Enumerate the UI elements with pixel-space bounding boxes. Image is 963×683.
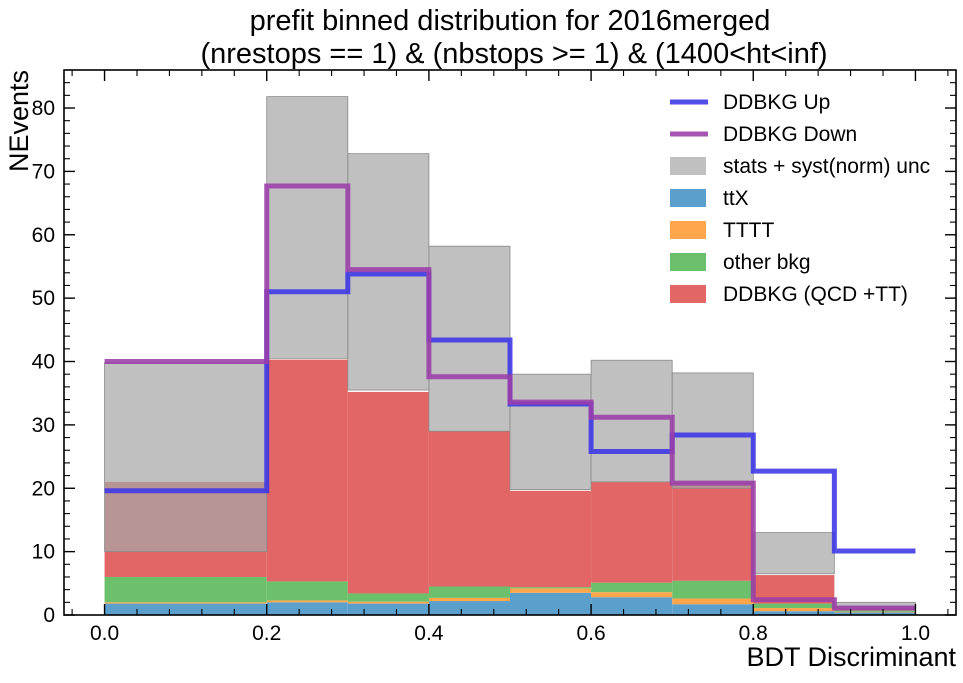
x-tick-label-5: 1.0 — [901, 622, 930, 645]
legend-handle-ttx — [670, 189, 706, 207]
uncertainty-band-bin-7 — [752, 532, 835, 575]
legend-label-ddbkg-qcd-tt: DDBKG (QCD +TT) — [723, 283, 908, 306]
bar-tttt-bin-8 — [834, 611, 916, 613]
x-tick-label-3: 0.6 — [576, 622, 605, 645]
bar-other-bkg-bin-0 — [104, 576, 267, 603]
y-tick-label-3: 30 — [32, 414, 55, 437]
bar-tttt-bin-5 — [591, 592, 673, 598]
bar-ttx-bin-0 — [104, 603, 267, 615]
x-axis-label: BDT Discriminant — [746, 642, 956, 672]
bar-tttt-bin-6 — [672, 598, 754, 605]
bar-ddbkg-qcd-tt--bin-1 — [266, 359, 348, 582]
bar-ddbkg-qcd-tt--bin-4 — [510, 490, 592, 588]
uncertainty-band-bin-5 — [590, 359, 673, 483]
y-tick-label-5: 50 — [32, 287, 55, 310]
bar-ddbkg-qcd-tt--bin-5 — [591, 481, 673, 583]
y-tick-label-8: 80 — [32, 97, 55, 120]
bar-other-bkg-bin-7 — [753, 603, 835, 609]
bar-ttx-bin-5 — [591, 597, 673, 615]
legend-label-ttx: ttX — [723, 187, 749, 210]
legend-label-tttt: TTTT — [723, 219, 774, 242]
bar-other-bkg-bin-1 — [266, 581, 348, 601]
x-tick-label-0: 0.0 — [90, 622, 119, 645]
legend-handle-ddbkg-qcd-tt — [670, 285, 706, 303]
legend-handle-stats-syst-norm-unc — [670, 157, 706, 175]
x-tick-label-2: 0.4 — [414, 622, 444, 645]
bar-ttx-bin-7 — [753, 611, 835, 615]
bar-ttx-bin-2 — [347, 603, 429, 615]
chart-title-line-2: (nrestops == 1) & (nbstops >= 1) & (1400… — [200, 38, 827, 70]
legend-label-ddbkg-up: DDBKG Up — [723, 91, 830, 114]
bar-ttx-bin-3 — [428, 601, 510, 615]
uncertainty-band-bin-0 — [104, 362, 268, 553]
legend-label-ddbkg-down: DDBKG Down — [723, 123, 857, 146]
bar-tttt-bin-3 — [428, 597, 510, 602]
uncertainty-band-bin-4 — [509, 373, 592, 490]
y-tick-label-0: 0 — [43, 604, 55, 627]
bar-ttx-bin-4 — [510, 592, 592, 615]
bar-other-bkg-bin-2 — [347, 593, 429, 602]
bar-other-bkg-bin-8 — [834, 610, 916, 612]
plot-frame — [63, 69, 957, 616]
bar-ddbkg-qcd-tt--bin-3 — [428, 431, 510, 587]
bar-ddbkg-qcd-tt--bin-2 — [347, 391, 429, 594]
y-axis-label: NEvents — [4, 70, 34, 172]
legend-handle-tttt — [670, 221, 706, 239]
bar-other-bkg-bin-6 — [672, 580, 754, 599]
bar-other-bkg-bin-3 — [428, 586, 510, 598]
uncertainty-band-bin-1 — [266, 96, 349, 359]
y-tick-label-7: 70 — [32, 160, 55, 183]
bar-ttx-bin-1 — [266, 602, 348, 615]
plot-area — [104, 96, 916, 615]
y-tick-label-4: 40 — [32, 351, 55, 374]
bar-ttx-bin-6 — [672, 604, 754, 615]
legend-label-stats-syst-norm-unc: stats + syst(norm) unc — [723, 155, 930, 178]
bar-tttt-bin-1 — [266, 600, 348, 603]
y-tick-label-6: 60 — [32, 224, 55, 247]
bar-other-bkg-bin-4 — [510, 587, 592, 589]
y-tick-label-1: 10 — [32, 541, 55, 564]
legend-label-other-bkg: other bkg — [723, 251, 811, 274]
bar-other-bkg-bin-5 — [591, 582, 673, 593]
series-line-ddbkg-down — [104, 183, 916, 611]
legend-handle-other-bkg — [670, 253, 706, 271]
chart-title-line-1: prefit binned distribution for 2016merge… — [250, 5, 771, 37]
bar-ttx-bin-8 — [834, 612, 916, 615]
x-tick-label-4: 0.8 — [739, 622, 768, 645]
bar-tttt-bin-2 — [347, 601, 429, 604]
bar-tttt-bin-4 — [510, 588, 592, 593]
bar-tttt-bin-0 — [104, 602, 267, 604]
bar-ddbkg-qcd-tt--bin-6 — [672, 481, 754, 581]
bar-tttt-bin-7 — [753, 608, 835, 612]
x-tick-label-1: 0.2 — [252, 622, 281, 645]
legend: DDBKG Up DDBKG Down stats + syst(norm) unc… — [670, 91, 930, 306]
y-tick-label-2: 20 — [32, 477, 55, 500]
uncertainty-band-bin-6 — [671, 372, 754, 489]
